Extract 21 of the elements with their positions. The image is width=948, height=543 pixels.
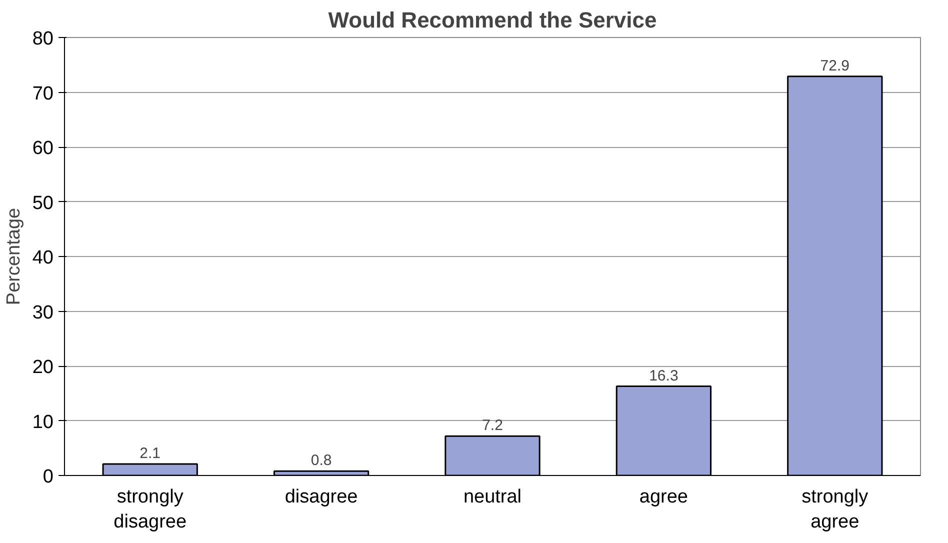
x-tick-label: neutral [463, 486, 522, 508]
y-tick-label: 0 [42, 466, 54, 488]
x-tick-label: agree [639, 486, 688, 508]
y-tick-label: 70 [32, 83, 54, 104]
chart-title: Would Recommend the Service [328, 8, 657, 32]
data-label: 0.8 [310, 452, 332, 470]
y-tick-label: 20 [32, 357, 54, 378]
y-tick-label: 40 [32, 248, 54, 268]
y-tick-label: 60 [32, 138, 54, 159]
x-tick-label: strongly agree [802, 486, 869, 533]
y-tick-label: 50 [32, 192, 54, 214]
y-tick-label: 80 [32, 28, 54, 50]
x-tick-label: strongly disagree [114, 486, 187, 533]
y-axis-title: Percentage [3, 208, 24, 306]
data-label: 2.1 [140, 445, 161, 462]
y-tick-label: 30 [32, 302, 54, 324]
data-label: 7.2 [482, 417, 503, 434]
y-tick-label: 10 [32, 412, 54, 433]
data-label: 72.9 [820, 57, 850, 74]
data-label: 16.3 [649, 367, 678, 384]
x-tick-label: disagree [284, 486, 358, 508]
